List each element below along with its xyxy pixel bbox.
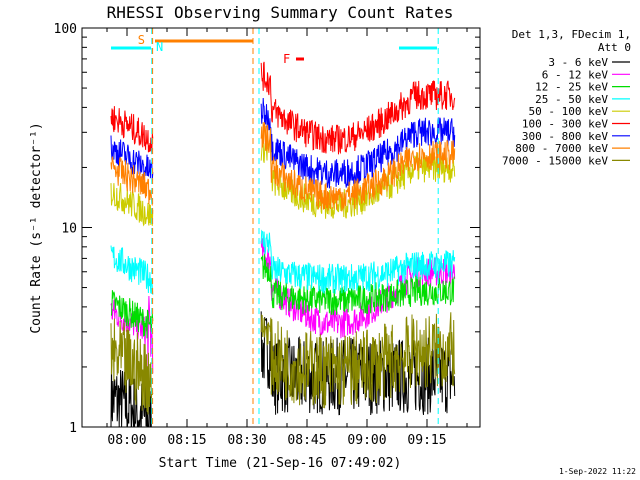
series-line-3-before-gap	[110, 245, 154, 295]
series-line-8-before-gap	[110, 318, 154, 415]
legend-entry-label: 3 - 6 keV	[548, 56, 608, 69]
annotation-s: S	[138, 33, 145, 47]
series-line-5-before-gap	[110, 106, 154, 155]
series-line-2-before-gap	[110, 290, 154, 339]
series-line-7-before-gap	[110, 156, 153, 206]
y-axis-label: Count Rate (s⁻¹ detector⁻¹)	[29, 122, 44, 333]
plot-marks: S N F	[110, 28, 456, 428]
series-line-4-before-gap	[110, 182, 154, 227]
legend-entry-label: 800 - 7000 keV	[515, 142, 608, 155]
legend-entry-label: 100 - 300 keV	[522, 118, 608, 131]
x-tick-label: 09:00	[347, 433, 386, 448]
y-tick-label: 100	[54, 22, 77, 37]
series-line-5-after-gap	[260, 61, 456, 155]
y-tick-label: 1	[69, 421, 77, 436]
x-tick-label: 08:15	[167, 433, 206, 448]
legend-entry-label: 12 - 25 keV	[535, 81, 608, 94]
y-tick-label: 10	[61, 222, 77, 237]
x-tick-label: 08:00	[107, 433, 146, 448]
legend-header-line-2: Att 0	[598, 41, 631, 54]
legend-entry-label: 25 - 50 keV	[535, 93, 608, 106]
series-line-2-after-gap	[260, 253, 455, 316]
legend-entry-label: 50 - 100 keV	[529, 105, 609, 118]
chart-title: RHESSI Observing Summary Count Rates	[107, 3, 454, 22]
series-line-3-after-gap	[260, 229, 456, 294]
x-tick-label: 08:30	[227, 433, 266, 448]
series-line-6-before-gap	[110, 135, 154, 181]
y-axis: 1 10 100	[54, 22, 480, 436]
x-tick-label: 08:45	[287, 433, 326, 448]
series-line-6-after-gap	[260, 97, 456, 189]
annotation-f: F	[283, 52, 290, 66]
legend-entry-label: 300 - 800 keV	[522, 130, 608, 143]
legend-header-line-1: Det 1,3, FDecim 1,	[512, 28, 631, 41]
footer-timestamp: 1-Sep-2022 11:22	[559, 467, 636, 476]
series-line-8-after-gap	[260, 312, 456, 409]
x-axis-label: Start Time (21-Sep-16 07:49:02)	[159, 456, 402, 471]
legend-entry-label: 6 - 12 keV	[542, 68, 609, 81]
annotation-n: N	[156, 40, 163, 54]
x-axis: 08:00 08:15 08:30 08:45 09:00 09:15	[106, 28, 468, 448]
series-line-7-after-gap	[260, 122, 456, 212]
x-tick-label: 09:15	[407, 433, 446, 448]
series-line-1-after-gap	[260, 238, 456, 339]
legend-entry-label: 7000 - 15000 keV	[502, 154, 608, 167]
